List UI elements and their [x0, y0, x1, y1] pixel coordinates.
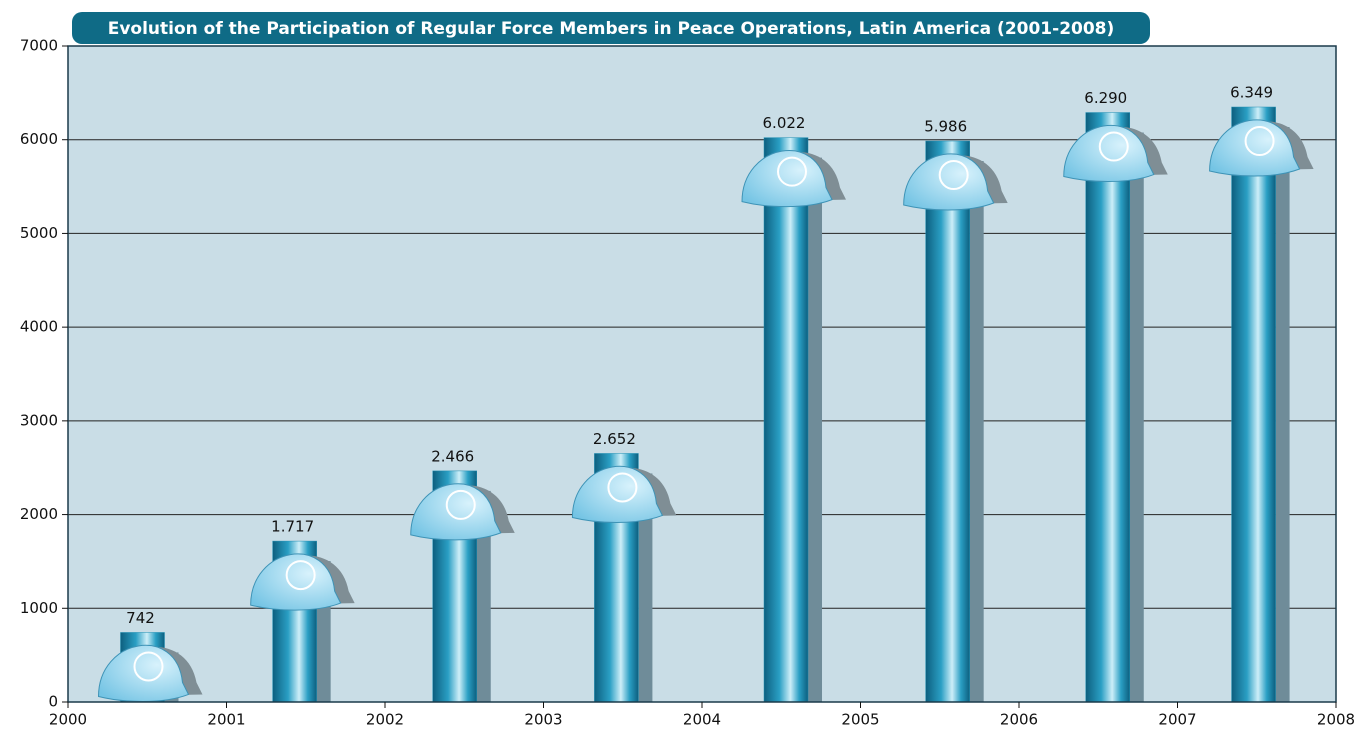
y-tick-label: 2000: [20, 505, 58, 523]
helmet: [741, 150, 833, 208]
bar: [1231, 106, 1276, 703]
bar-shadow: [1129, 132, 1144, 703]
value-label: 2.466: [431, 447, 474, 465]
x-tick-label: 2006: [1000, 711, 1038, 729]
bar-shadow: [969, 161, 984, 702]
value-label: 6.290: [1084, 89, 1127, 107]
helmet-emblem: [285, 560, 316, 591]
helmet-emblem: [777, 156, 808, 187]
helmet-emblem: [938, 160, 969, 191]
helmet: [97, 644, 190, 702]
value-label: 5.986: [924, 118, 967, 136]
x-tick-label: 2008: [1317, 711, 1355, 729]
bar: [925, 140, 970, 703]
y-tick-label: 0: [48, 693, 58, 711]
helmet-emblem: [1098, 131, 1129, 162]
helmet: [410, 483, 502, 541]
y-tick-label: 4000: [20, 318, 58, 336]
helmet-emblem: [607, 472, 638, 503]
chart-title: Evolution of the Participation of Regula…: [108, 19, 1115, 39]
value-label: 2.652: [593, 430, 636, 448]
x-tick-label: 2000: [49, 711, 87, 729]
value-label: 742: [126, 609, 155, 627]
helmet-emblem: [1244, 126, 1275, 157]
x-tick-label: 2003: [524, 711, 562, 729]
bar-shadow: [638, 473, 653, 702]
helmet: [1209, 119, 1301, 177]
helmet: [250, 553, 342, 611]
helmet: [903, 153, 995, 211]
helmet-emblem: [133, 651, 164, 682]
bar: [1085, 112, 1131, 703]
value-label: 6.022: [763, 114, 806, 132]
y-tick-label: 5000: [20, 224, 58, 242]
y-tick-label: 6000: [20, 130, 58, 148]
x-tick-label: 2004: [683, 711, 721, 729]
x-tick-label: 2005: [841, 711, 879, 729]
helmet: [1063, 124, 1155, 183]
y-tick-label: 7000: [20, 37, 58, 55]
y-tick-label: 3000: [20, 411, 58, 429]
helmet: [571, 465, 664, 523]
value-label: 6.349: [1230, 84, 1273, 102]
bar: [763, 137, 809, 703]
bar-shadow: [476, 490, 491, 702]
x-tick-label: 2001: [207, 711, 245, 729]
helmet-emblem: [445, 489, 476, 520]
bar-shadow: [808, 157, 823, 702]
y-tick-label: 1000: [20, 599, 58, 617]
title-box: [72, 12, 1150, 44]
x-tick-label: 2002: [366, 711, 404, 729]
x-tick-label: 2007: [1158, 711, 1196, 729]
value-label: 1.717: [271, 518, 314, 536]
bar-shadow: [1275, 127, 1290, 703]
